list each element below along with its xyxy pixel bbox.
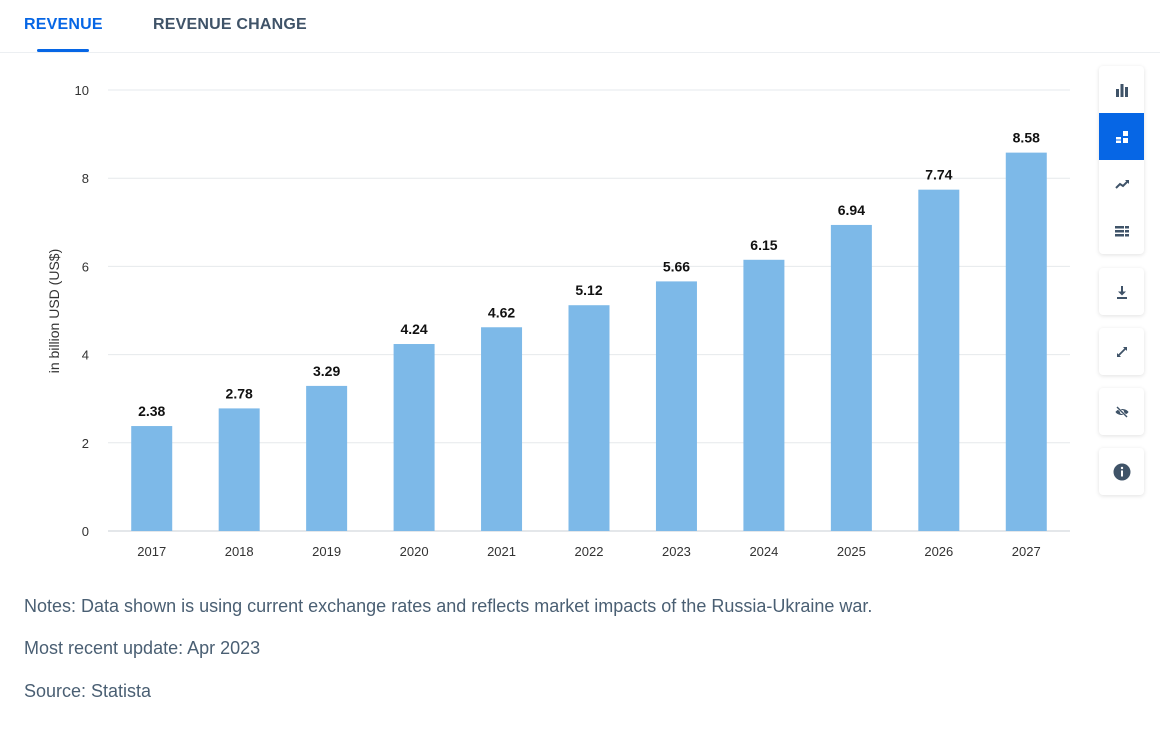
info-group	[1099, 448, 1144, 495]
bar	[306, 385, 348, 531]
x-tick-label: 2018	[225, 544, 254, 559]
bar-chart-icon	[1115, 83, 1128, 97]
x-tick-label: 2017	[137, 544, 166, 559]
active-tab-indicator	[37, 49, 89, 52]
x-tick-label: 2021	[487, 544, 516, 559]
bar	[393, 344, 435, 531]
data-label: 5.12	[575, 282, 602, 298]
revenue-bar-chart: 0 2 4 6 8 10 2.38 2017 2.78 2018 3.29 2019 4.24 2020 4…	[75, 83, 1070, 559]
table-button[interactable]	[1099, 207, 1144, 254]
y-tick-label: 2	[82, 436, 89, 451]
bar	[743, 259, 785, 531]
data-label: 4.62	[488, 304, 515, 320]
line-chart-icon	[1114, 179, 1129, 189]
download-button[interactable]	[1099, 268, 1144, 315]
tab-revenue[interactable]: REVENUE	[24, 16, 103, 33]
expand-group	[1099, 328, 1144, 375]
expand-icon	[1116, 346, 1127, 357]
bar	[1005, 152, 1047, 531]
data-label: 6.94	[838, 202, 865, 218]
y-axis-label: in billion USD (US$)	[46, 248, 62, 374]
x-tick-label: 2022	[575, 544, 604, 559]
info-button[interactable]	[1099, 448, 1144, 495]
chart-notes: Notes: Data shown is using current excha…	[24, 596, 873, 616]
expand-button[interactable]	[1099, 328, 1144, 375]
x-tick-label: 2020	[400, 544, 429, 559]
last-update: Most recent update: Apr 2023	[24, 638, 261, 658]
source: Source: Statista	[24, 681, 152, 701]
download-group	[1099, 268, 1144, 315]
y-tick-label: 6	[82, 259, 89, 274]
stacked-bar-icon	[1115, 130, 1128, 143]
tab-revenue-change[interactable]: REVENUE CHANGE	[153, 16, 307, 33]
x-tick-label: 2019	[312, 544, 341, 559]
x-tick-label: 2026	[924, 544, 953, 559]
bar	[568, 305, 610, 531]
chart-type-group	[1099, 66, 1144, 254]
stacked-bar-button[interactable]	[1099, 113, 1144, 160]
bar	[131, 426, 173, 531]
data-label: 2.78	[226, 385, 253, 401]
x-tick-label: 2025	[837, 544, 866, 559]
data-label: 8.58	[1013, 130, 1040, 146]
y-tick-label: 0	[82, 524, 89, 539]
data-label: 6.15	[750, 237, 777, 253]
y-tick-label: 10	[75, 83, 89, 98]
data-label: 7.74	[925, 167, 952, 183]
y-tick-label: 4	[82, 348, 89, 363]
x-tick-label: 2023	[662, 544, 691, 559]
download-icon	[1116, 285, 1127, 299]
data-label: 4.24	[400, 321, 427, 337]
tab-bar: REVENUE REVENUE CHANGE	[0, 0, 1160, 53]
visibility-group	[1099, 388, 1144, 435]
x-tick-label: 2024	[749, 544, 778, 559]
data-label: 3.29	[313, 363, 340, 379]
info-icon	[1113, 463, 1130, 480]
data-label: 2.38	[138, 403, 165, 419]
bar	[218, 408, 260, 531]
x-tick-label: 2027	[1012, 544, 1041, 559]
hide-icon	[1115, 405, 1128, 418]
bar	[655, 281, 697, 531]
hide-button[interactable]	[1099, 388, 1144, 435]
bar	[830, 224, 872, 532]
bar	[481, 327, 523, 531]
bar	[918, 189, 960, 531]
bar-chart-button[interactable]	[1099, 66, 1144, 113]
line-chart-button[interactable]	[1099, 160, 1144, 207]
data-label: 5.66	[663, 258, 690, 274]
y-tick-label: 8	[82, 171, 89, 186]
table-icon	[1114, 225, 1129, 236]
